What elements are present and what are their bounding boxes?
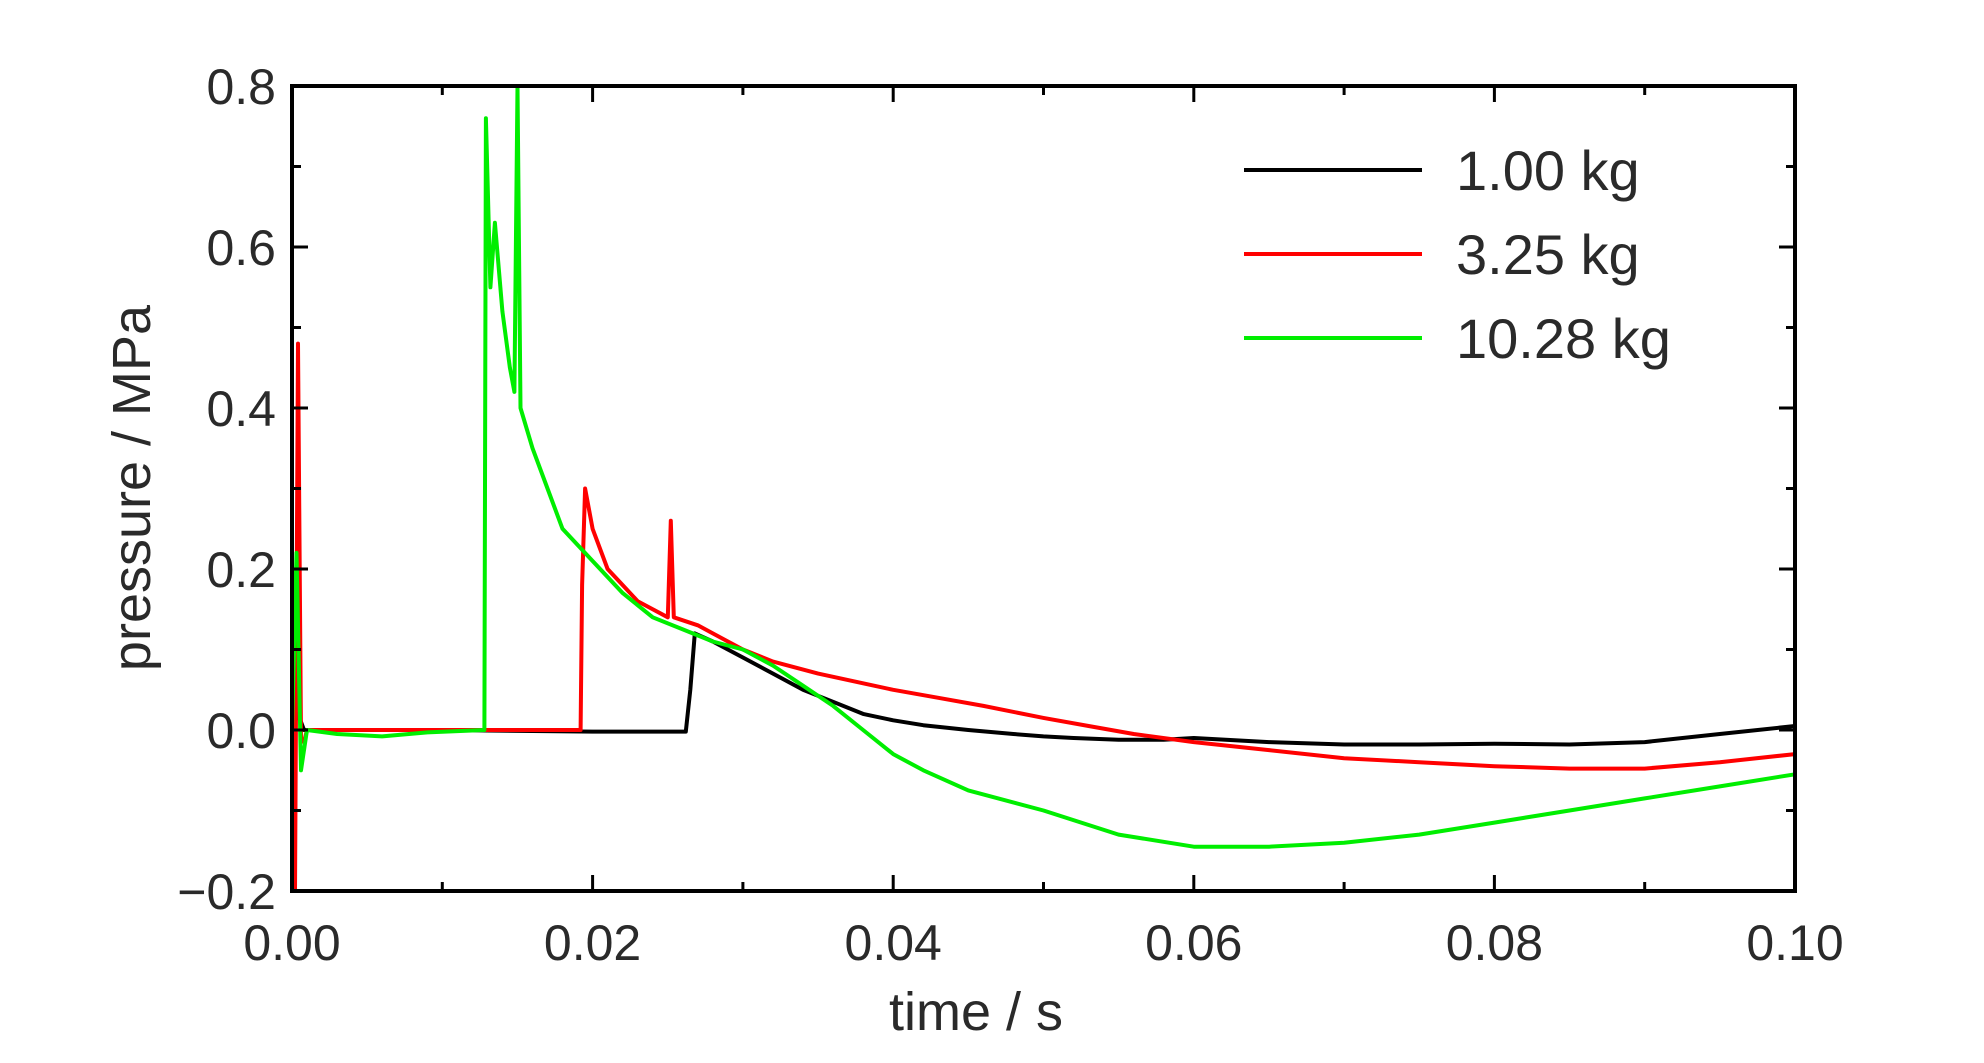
x-tick-label: 0.04 <box>845 915 942 971</box>
y-tick-label: 0.6 <box>206 220 276 276</box>
y-tick-label: 0.4 <box>206 381 276 437</box>
series-layer <box>290 84 1796 893</box>
series-line-1 <box>290 631 1796 747</box>
y-tick-label: 0.0 <box>206 703 276 759</box>
series-line-3 <box>290 84 1796 849</box>
x-tick-label: 0.10 <box>1746 915 1843 971</box>
ticks-layer <box>290 84 1797 893</box>
x-tick-label: 0.00 <box>243 915 340 971</box>
x-tick-label: 0.02 <box>544 915 641 971</box>
y-tick-label: −0.2 <box>177 864 276 920</box>
x-tick-label: 0.06 <box>1145 915 1242 971</box>
legend: 1.00 kg 3.25 kg 10.28 kg <box>1244 139 1671 370</box>
y-axis-title: pressure / MPa <box>102 304 162 671</box>
legend-label-2: 3.25 kg <box>1456 223 1640 286</box>
y-tick-label: 0.8 <box>206 59 276 115</box>
legend-label-1: 1.00 kg <box>1456 139 1640 202</box>
x-tick-label: 0.08 <box>1446 915 1543 971</box>
y-tick-label: 0.2 <box>206 542 276 598</box>
x-axis-title: time / s <box>889 982 1063 1042</box>
legend-label-3: 10.28 kg <box>1456 307 1671 370</box>
tick-labels-layer: 0.00 0.02 0.04 0.06 0.08 0.10 −0.2 0.0 0.2 0.4 0.6… <box>177 59 1843 971</box>
series-line-2 <box>290 341 1796 893</box>
